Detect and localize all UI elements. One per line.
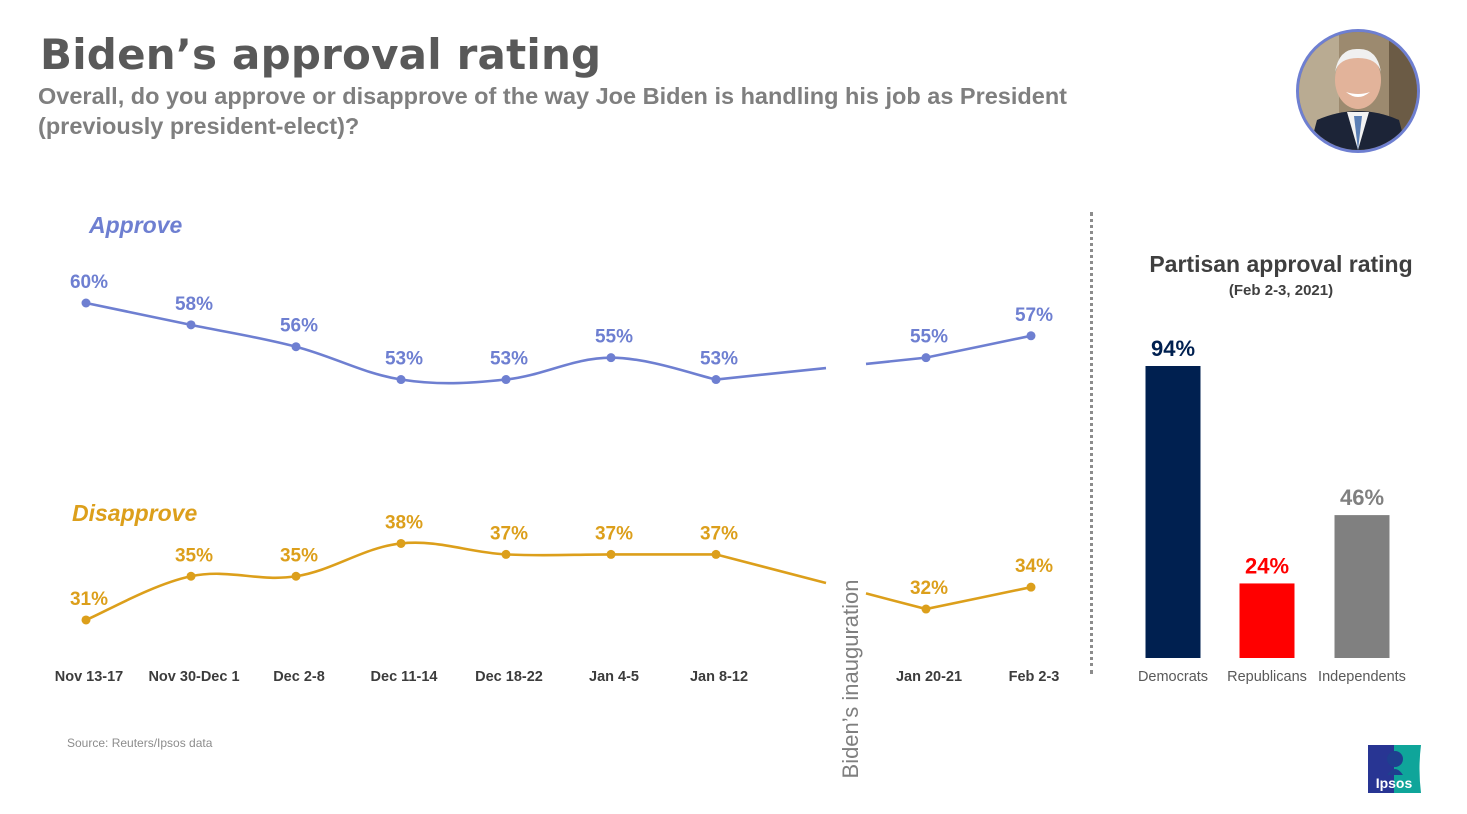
ipsos-logo: Ipsos	[1368, 745, 1421, 793]
x-tick-label: Jan 4-5	[589, 669, 639, 685]
bar-category-label: Independents	[1318, 669, 1406, 685]
bar-democrats	[1145, 366, 1201, 658]
bar-independents	[1334, 515, 1390, 658]
x-tick-label: Dec 11-14	[371, 669, 438, 685]
data-label-disapprove: 37%	[490, 523, 528, 544]
data-label-disapprove: 35%	[280, 545, 318, 566]
bar-value-democrats: 94%	[1151, 336, 1195, 361]
point-approve	[606, 353, 616, 363]
point-disapprove	[81, 615, 91, 625]
point-disapprove	[396, 538, 406, 548]
line-approve-pre	[85, 301, 827, 385]
question-subtitle: Overall, do you approve or disapprove of…	[38, 83, 1068, 139]
data-label-disapprove: 32%	[910, 578, 948, 599]
page-title: Biden’s approval rating	[40, 30, 602, 79]
bar-chart-title: Partisan approval rating	[1149, 251, 1412, 277]
point-approve	[711, 375, 721, 385]
data-label-approve: 53%	[385, 349, 423, 370]
data-label-approve: 58%	[175, 294, 213, 315]
point-disapprove	[606, 549, 616, 559]
point-disapprove	[1026, 582, 1036, 592]
x-tick-label: Feb 2-3	[1009, 669, 1060, 685]
x-tick-label: Jan 20-21	[896, 669, 962, 685]
approval-line-chart: Approve Disapprove Biden’s inauguration …	[55, 212, 1060, 778]
data-label-disapprove: 31%	[70, 589, 108, 610]
point-approve	[921, 353, 931, 363]
data-label-approve: 56%	[280, 316, 318, 337]
bar-value-republicans: 24%	[1245, 553, 1289, 578]
x-tick-label: Dec 18-22	[475, 669, 543, 685]
point-disapprove	[186, 571, 196, 581]
x-tick-label: Nov 13-17	[55, 669, 124, 685]
portrait-image	[1299, 32, 1417, 150]
bar-chart-subtitle: (Feb 2-3, 2021)	[1229, 282, 1333, 299]
data-label-approve: 53%	[700, 349, 738, 370]
source-note: Source: Reuters/Ipsos data	[67, 736, 213, 750]
data-label-approve: 60%	[70, 272, 108, 293]
data-label-approve: 55%	[595, 327, 633, 348]
data-label-approve: 57%	[1015, 305, 1053, 326]
bar-category-label: Republicans	[1227, 669, 1307, 685]
data-label-disapprove: 34%	[1015, 556, 1053, 577]
bar-republicans	[1239, 583, 1295, 658]
data-label-disapprove: 37%	[700, 523, 738, 544]
point-approve	[291, 342, 301, 352]
biden-portrait	[1296, 29, 1420, 153]
legend-approve: Approve	[88, 212, 183, 238]
data-label-approve: 53%	[490, 349, 528, 370]
line-approve-post	[865, 334, 1032, 366]
point-disapprove	[921, 604, 931, 614]
x-tick-label: Nov 30-Dec 1	[148, 669, 239, 685]
data-label-disapprove: 38%	[385, 512, 423, 533]
point-approve	[186, 320, 196, 330]
point-disapprove	[501, 549, 511, 559]
line-disapprove-post	[865, 585, 1032, 611]
x-tick-label: Dec 2-8	[273, 669, 325, 685]
point-approve	[1026, 331, 1036, 341]
section-divider	[1090, 212, 1093, 674]
point-disapprove	[711, 549, 721, 559]
point-approve	[501, 375, 511, 385]
partisan-bar-chart: Partisan approval rating (Feb 2-3, 2021)…	[1138, 251, 1413, 685]
bar-category-label: Democrats	[1138, 669, 1208, 685]
legend-disapprove: Disapprove	[72, 500, 197, 526]
point-disapprove	[291, 571, 301, 581]
data-label-approve: 55%	[910, 327, 948, 348]
data-label-disapprove: 37%	[595, 523, 633, 544]
point-approve	[81, 298, 91, 308]
point-approve	[396, 375, 406, 385]
bar-value-independents: 46%	[1340, 485, 1384, 510]
x-tick-label: Jan 8-12	[690, 669, 748, 685]
inauguration-annotation: Biden’s inauguration	[838, 580, 863, 779]
logo-text: Ipsos	[1376, 775, 1413, 791]
data-label-disapprove: 35%	[175, 545, 213, 566]
